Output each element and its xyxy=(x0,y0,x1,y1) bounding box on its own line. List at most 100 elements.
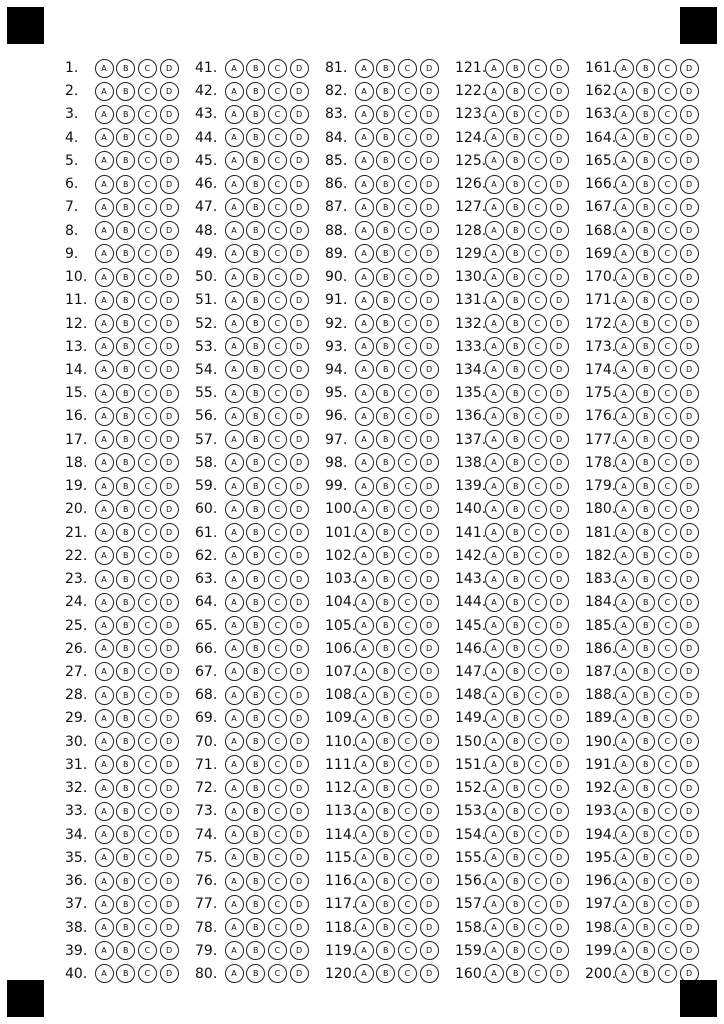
answer-bubble-b[interactable]: B xyxy=(246,406,266,426)
answer-bubble-b[interactable]: B xyxy=(636,104,656,124)
answer-bubble-d[interactable]: D xyxy=(419,383,439,403)
answer-bubble-a[interactable]: A xyxy=(614,685,634,705)
answer-bubble-b[interactable]: B xyxy=(506,314,526,334)
answer-bubble-d[interactable]: D xyxy=(549,383,569,403)
answer-bubble-a[interactable]: A xyxy=(94,685,114,705)
answer-bubble-c[interactable]: C xyxy=(137,708,157,728)
answer-bubble-c[interactable]: C xyxy=(657,406,677,426)
answer-bubble-d[interactable]: D xyxy=(549,151,569,171)
answer-bubble-c[interactable]: C xyxy=(397,221,417,241)
answer-bubble-c[interactable]: C xyxy=(137,383,157,403)
answer-bubble-a[interactable]: A xyxy=(354,871,374,891)
answer-bubble-a[interactable]: A xyxy=(354,197,374,217)
answer-bubble-b[interactable]: B xyxy=(636,825,656,845)
answer-bubble-b[interactable]: B xyxy=(376,337,396,357)
answer-bubble-b[interactable]: B xyxy=(376,476,396,496)
answer-bubble-d[interactable]: D xyxy=(679,778,699,798)
answer-bubble-b[interactable]: B xyxy=(246,244,266,264)
answer-bubble-c[interactable]: C xyxy=(657,314,677,334)
answer-bubble-c[interactable]: C xyxy=(657,290,677,310)
answer-bubble-b[interactable]: B xyxy=(636,592,656,612)
answer-bubble-a[interactable]: A xyxy=(614,732,634,752)
answer-bubble-c[interactable]: C xyxy=(657,81,677,101)
answer-bubble-a[interactable]: A xyxy=(354,360,374,380)
answer-bubble-c[interactable]: C xyxy=(657,941,677,961)
answer-bubble-c[interactable]: C xyxy=(137,81,157,101)
answer-bubble-b[interactable]: B xyxy=(506,523,526,543)
answer-bubble-a[interactable]: A xyxy=(224,58,244,78)
answer-bubble-c[interactable]: C xyxy=(137,964,157,984)
answer-bubble-d[interactable]: D xyxy=(289,383,309,403)
answer-bubble-d[interactable]: D xyxy=(159,290,179,310)
answer-bubble-b[interactable]: B xyxy=(376,964,396,984)
answer-bubble-a[interactable]: A xyxy=(94,778,114,798)
answer-bubble-c[interactable]: C xyxy=(267,941,287,961)
answer-bubble-a[interactable]: A xyxy=(354,267,374,287)
answer-bubble-c[interactable]: C xyxy=(267,801,287,821)
answer-bubble-a[interactable]: A xyxy=(224,360,244,380)
answer-bubble-a[interactable]: A xyxy=(484,918,504,937)
answer-bubble-c[interactable]: C xyxy=(137,314,157,334)
answer-bubble-a[interactable]: A xyxy=(614,290,634,310)
answer-bubble-a[interactable]: A xyxy=(224,569,244,589)
answer-bubble-d[interactable]: D xyxy=(159,314,179,334)
answer-bubble-c[interactable]: C xyxy=(137,894,157,914)
answer-bubble-c[interactable]: C xyxy=(657,778,677,798)
answer-bubble-a[interactable]: A xyxy=(614,267,634,287)
answer-bubble-c[interactable]: C xyxy=(657,58,677,78)
answer-bubble-d[interactable]: D xyxy=(419,406,439,426)
answer-bubble-b[interactable]: B xyxy=(376,244,396,264)
answer-bubble-c[interactable]: C xyxy=(527,314,547,334)
answer-bubble-d[interactable]: D xyxy=(289,406,309,426)
answer-bubble-d[interactable]: D xyxy=(679,569,699,589)
answer-bubble-a[interactable]: A xyxy=(354,406,374,426)
answer-bubble-a[interactable]: A xyxy=(94,476,114,496)
answer-bubble-d[interactable]: D xyxy=(289,616,309,636)
answer-bubble-c[interactable]: C xyxy=(267,81,287,101)
answer-bubble-d[interactable]: D xyxy=(289,314,309,334)
answer-bubble-b[interactable]: B xyxy=(636,221,656,241)
answer-bubble-c[interactable]: C xyxy=(657,546,677,566)
answer-bubble-a[interactable]: A xyxy=(614,941,634,961)
answer-bubble-c[interactable]: C xyxy=(267,778,287,798)
answer-bubble-a[interactable]: A xyxy=(614,523,634,543)
answer-bubble-d[interactable]: D xyxy=(419,337,439,357)
answer-bubble-d[interactable]: D xyxy=(679,685,699,705)
answer-bubble-c[interactable]: C xyxy=(137,616,157,636)
answer-bubble-b[interactable]: B xyxy=(246,685,266,705)
answer-bubble-c[interactable]: C xyxy=(657,128,677,148)
answer-bubble-b[interactable]: B xyxy=(116,337,136,357)
answer-bubble-a[interactable]: A xyxy=(94,81,114,101)
answer-bubble-c[interactable]: C xyxy=(527,267,547,287)
answer-bubble-c[interactable]: C xyxy=(397,499,417,519)
answer-bubble-a[interactable]: A xyxy=(224,197,244,217)
answer-bubble-d[interactable]: D xyxy=(159,174,179,194)
answer-bubble-c[interactable]: C xyxy=(397,546,417,566)
answer-bubble-b[interactable]: B xyxy=(636,941,656,961)
answer-bubble-a[interactable]: A xyxy=(614,244,634,264)
answer-bubble-a[interactable]: A xyxy=(614,894,634,914)
answer-bubble-c[interactable]: C xyxy=(267,592,287,612)
answer-bubble-a[interactable]: A xyxy=(354,244,374,264)
answer-bubble-b[interactable]: B xyxy=(116,406,136,426)
answer-bubble-a[interactable]: A xyxy=(354,151,374,171)
answer-bubble-c[interactable]: C xyxy=(657,499,677,519)
answer-bubble-d[interactable]: D xyxy=(289,592,309,612)
answer-bubble-c[interactable]: C xyxy=(657,360,677,380)
answer-bubble-a[interactable]: A xyxy=(224,174,244,194)
answer-bubble-b[interactable]: B xyxy=(506,267,526,287)
answer-bubble-c[interactable]: C xyxy=(267,685,287,705)
answer-bubble-a[interactable]: A xyxy=(484,639,504,659)
answer-bubble-c[interactable]: C xyxy=(527,81,547,101)
answer-bubble-d[interactable]: D xyxy=(159,383,179,403)
answer-bubble-d[interactable]: D xyxy=(289,476,309,496)
answer-bubble-c[interactable]: C xyxy=(397,708,417,728)
answer-bubble-d[interactable]: D xyxy=(159,778,179,798)
answer-bubble-c[interactable]: C xyxy=(137,267,157,287)
answer-bubble-d[interactable]: D xyxy=(159,128,179,148)
answer-bubble-c[interactable]: C xyxy=(267,314,287,334)
answer-bubble-a[interactable]: A xyxy=(94,662,114,682)
answer-bubble-b[interactable]: B xyxy=(506,81,526,101)
answer-bubble-c[interactable]: C xyxy=(397,290,417,310)
answer-bubble-c[interactable]: C xyxy=(137,151,157,171)
